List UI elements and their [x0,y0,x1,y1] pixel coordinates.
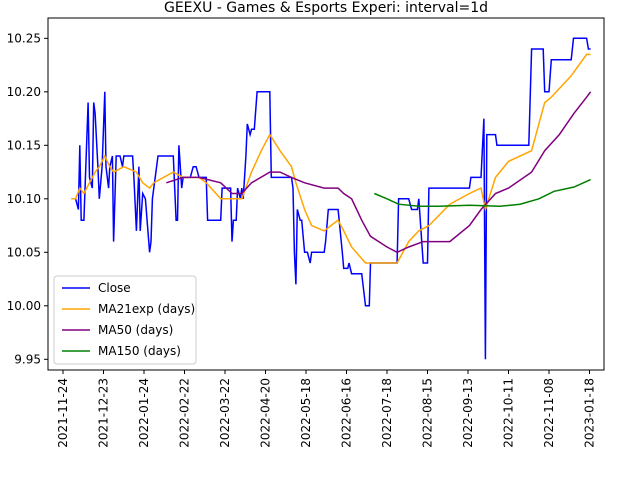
y-tick-label: 10.25 [7,31,41,45]
series-line [166,91,592,254]
y-tick-label: 10.15 [7,138,41,152]
x-tick-label: 2022-02-22 [178,378,192,448]
legend-box [53,275,197,365]
x-tick-label: 2023-01-18 [583,378,597,448]
legend-label: MA50 (days) [98,323,173,337]
series-line [374,178,591,208]
legend-label: MA21exp (days) [98,302,195,316]
y-tick-label: 10.10 [7,192,41,206]
series-line [71,53,591,264]
x-tick-label: 2022-01-24 [137,378,151,448]
x-tick-label: 2022-04-20 [259,378,273,448]
x-tick-label: 2022-10-11 [502,378,516,448]
y-tick-label: 10.20 [7,85,41,99]
y-tick-label: 10.05 [7,245,41,259]
x-tick-label: 2022-05-18 [299,378,313,448]
x-tick-label: 2022-08-15 [421,378,435,448]
x-tick-label: 2022-07-18 [380,378,394,448]
chart-title: GEEXU - Games & Esports Experi: interval… [164,0,488,16]
x-tick-label: 2022-03-22 [218,378,232,448]
y-tick-label: 10.00 [7,299,41,313]
x-tick-label: 2022-11-08 [542,378,556,448]
x-tick-label: 2021-11-24 [56,378,70,448]
x-tick-label: 2022-09-13 [461,378,475,448]
series-line [71,37,591,360]
x-tick-label: 2022-06-16 [340,378,354,448]
x-tick-label: 2021-12-23 [97,378,111,448]
y-tick-label: 9.95 [14,352,41,366]
legend-label: MA150 (days) [98,344,181,358]
legend-label: Close [98,281,131,295]
